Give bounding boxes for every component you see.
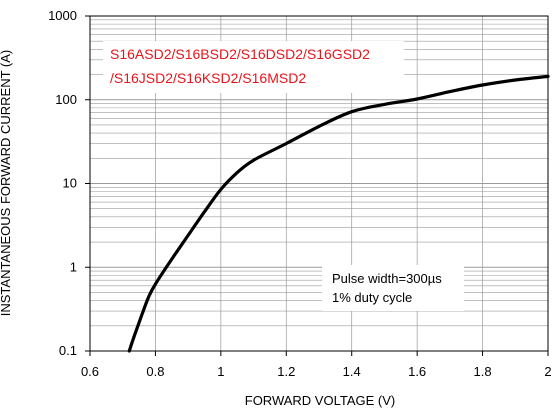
y-tick-label: 1000 [48,8,77,23]
grid [89,16,549,352]
part-numbers-box [103,41,404,93]
test-conditions-box [322,265,464,311]
y-tick-label: 100 [55,92,77,107]
x-tick-label: 0.8 [146,364,164,379]
ticks [85,15,549,356]
y-tick-label: 1 [70,259,77,274]
x-tick-label: 1.2 [277,364,295,379]
y-tick-labels: 0.1 1 10 100 1000 [48,8,77,358]
x-tick-labels: 0.6 0.8 1 1.2 1.4 1.6 1.8 2 [81,364,552,379]
x-axis-label: FORWARD VOLTAGE (V) [245,393,395,408]
part-numbers-line2: /S16JSD2/S16KSD2/S16MSD2 [110,70,306,86]
forward-current-curve [127,74,550,353]
duty-cycle-label: 1% duty cycle [332,290,412,305]
x-tick-label: 1.6 [408,364,426,379]
pulse-width-label: Pulse width=300µs [332,271,442,286]
x-tick-label: 1.8 [474,364,492,379]
x-tick-label: 1 [217,364,224,379]
x-tick-label: 0.6 [81,364,99,379]
annotation-boxes [103,41,464,311]
part-numbers-line1: S16ASD2/S16BSD2/S16DSD2/S16GSD2 [110,46,370,62]
x-tick-label: 2 [544,364,551,379]
y-axis-label: INSTANTANEOUS FORWARD CURRENT (A) [0,50,13,317]
y-tick-label: 0.1 [59,343,77,358]
y-tick-label: 10 [63,176,77,191]
x-tick-label: 1.4 [343,364,361,379]
